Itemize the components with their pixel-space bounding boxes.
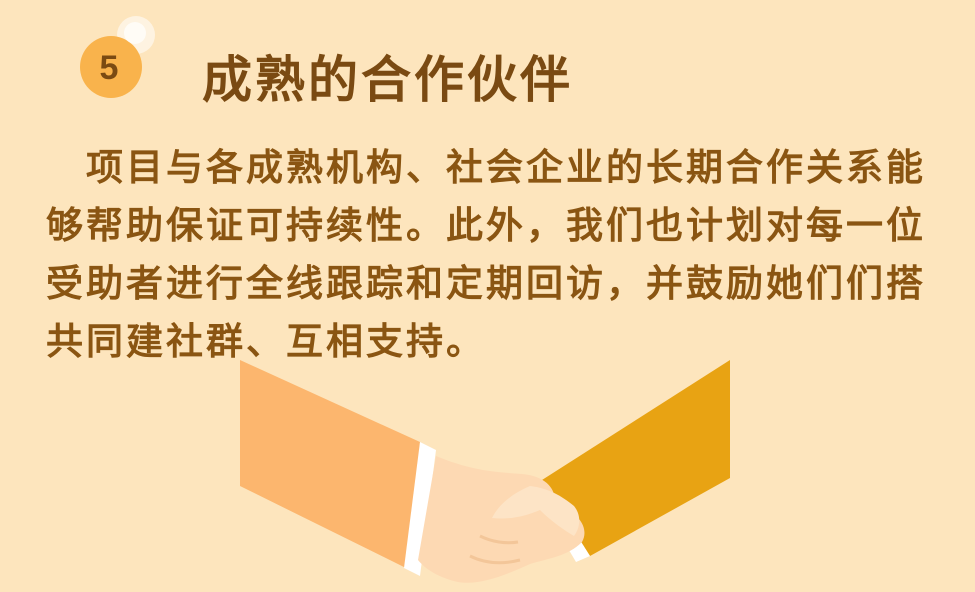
step-number: 5: [99, 48, 119, 87]
step-badge: 5: [80, 36, 142, 98]
finger-crease-1: [479, 534, 519, 545]
right-hand-fingers: [492, 486, 580, 536]
left-sleeve: [240, 360, 420, 570]
hands: [418, 456, 585, 583]
body-paragraph: 项目与各成熟机构、社会企业的长期合作关系能够帮助保证可持续性。此外，我们也计划对…: [46, 145, 926, 363]
left-cuff: [404, 442, 436, 576]
right-sleeve: [542, 360, 730, 556]
badge-highlight-inner: [124, 22, 146, 44]
finger-crease-2: [469, 554, 521, 565]
handshake-icon: [240, 360, 730, 583]
slide-title: 成熟的合作伙伴: [202, 50, 573, 109]
